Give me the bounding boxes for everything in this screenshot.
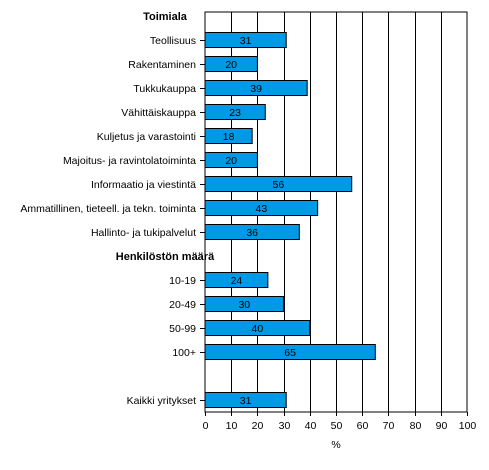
bar-value-label: 43 bbox=[255, 203, 267, 215]
bar-value-label: 24 bbox=[231, 275, 243, 287]
category-label: Hallinto- ja tukipalvelut bbox=[91, 227, 196, 239]
bar-value-label: 65 bbox=[284, 347, 296, 359]
category-label: 50-99 bbox=[169, 323, 196, 335]
x-tick-label: 40 bbox=[305, 420, 317, 432]
x-tick-label: 0 bbox=[203, 420, 209, 432]
category-label: 100+ bbox=[172, 347, 196, 359]
category-label: Vähittäiskauppa bbox=[121, 107, 196, 119]
category-label: 10-19 bbox=[169, 275, 196, 287]
bar-value-label: 20 bbox=[225, 59, 237, 71]
x-tick-label: 80 bbox=[410, 420, 422, 432]
x-axis: 0 10 20 30 40 50 60 70 80 90 100% bbox=[200, 40, 477, 451]
category-label: Tukkukauppa bbox=[133, 83, 196, 95]
x-tick-label: 20 bbox=[252, 420, 264, 432]
bar-value-label: 31 bbox=[240, 395, 252, 407]
category-label: 20-49 bbox=[169, 299, 196, 311]
category-label: Majoitus- ja ravintolatoiminta bbox=[63, 155, 196, 167]
group-label: Toimiala bbox=[143, 11, 188, 23]
category-label: Kaikki yritykset bbox=[127, 395, 197, 407]
bar-value-label: 40 bbox=[252, 323, 264, 335]
x-tick-label: 60 bbox=[357, 420, 369, 432]
x-tick-label: 70 bbox=[383, 420, 395, 432]
bar-value-label: 23 bbox=[229, 107, 241, 119]
category-labels: Toimiala Teollisuus Rakentaminen Tukkukaupp… bbox=[20, 11, 215, 407]
x-tick-label: 100 bbox=[459, 420, 477, 432]
bar-value-label: 31 bbox=[240, 35, 252, 47]
category-label: Rakentaminen bbox=[128, 59, 196, 71]
category-label: Kuljetus ja varastointi bbox=[97, 131, 196, 143]
x-axis-label: % bbox=[331, 439, 340, 451]
x-tick-label: 90 bbox=[436, 420, 448, 432]
category-label: Ammatillinen, tieteell. ja tekn. toimint… bbox=[20, 203, 196, 215]
group-label: Henkilöstön määrä bbox=[116, 251, 215, 263]
bar-value-label: 20 bbox=[225, 155, 237, 167]
category-label: Informaatio ja viestintä bbox=[91, 179, 196, 191]
x-tick-label: 10 bbox=[226, 420, 238, 432]
category-label: Teollisuus bbox=[150, 35, 196, 47]
bar-value-label: 56 bbox=[273, 179, 285, 191]
bar-value-label: 30 bbox=[238, 299, 250, 311]
bar-value-label: 36 bbox=[246, 227, 258, 239]
x-tick-label: 50 bbox=[331, 420, 343, 432]
x-tick-label: 30 bbox=[279, 420, 291, 432]
bar-value-label: 39 bbox=[250, 83, 262, 95]
bar-value-label: 18 bbox=[223, 131, 235, 143]
